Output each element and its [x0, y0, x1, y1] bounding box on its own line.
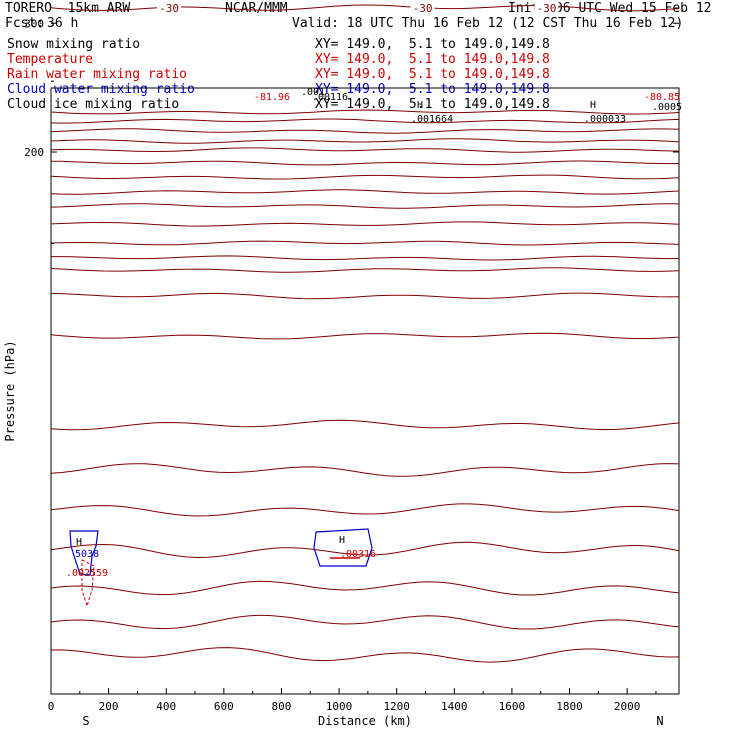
isotherm-mid [50, 580, 680, 596]
isotherm-upper [50, 138, 680, 144]
isotherm-upper [50, 160, 680, 166]
isotherm-upper [51, 255, 680, 261]
field-xy-snow: XY= 149.0, 5.1 to 149.0,149.8 [315, 37, 550, 52]
x-tick-label: 1000 [326, 700, 353, 713]
x-tick-label: 600 [214, 700, 234, 713]
x-end-label-north: N [656, 714, 663, 728]
cloud-ice-label: .001664 [411, 114, 453, 125]
isotherm-upper [50, 267, 680, 273]
isotherm-mid [50, 332, 680, 340]
isotherm-upper [50, 147, 680, 153]
x-end-label-south: S [82, 714, 89, 728]
cloud-water-label: 5038 [75, 549, 99, 560]
model-title: TORERO 15km ARW [5, 1, 131, 16]
high-mark: H [76, 537, 82, 548]
field-name-snow: Snow mixing ratio [7, 37, 141, 52]
x-tick-label: 1200 [383, 700, 410, 713]
x-tick-label: 200 [99, 700, 119, 713]
isotherm-upper [50, 203, 680, 209]
high-mark: H [339, 535, 345, 546]
isotherm-upper [50, 174, 680, 180]
isotherm-upper [50, 109, 680, 115]
cloud-water-contour [313, 528, 373, 567]
rain-water-label: .002559 [66, 568, 108, 579]
isotherm-mid [50, 503, 680, 517]
cloud-ice-label: .0005 [652, 102, 682, 113]
isotherm-label-bg [534, 1, 559, 14]
x-axis-label: Distance (km) [318, 714, 412, 728]
isotherm-label: -30 [537, 2, 557, 15]
isotherm-minus30 [50, 4, 680, 12]
x-tick-label: 400 [156, 700, 176, 713]
isotherm-upper [50, 189, 680, 195]
plot-frame [50, 87, 680, 695]
isotherm-upper [50, 221, 680, 227]
field-name-cloud-water: Cloud water mixing ratio [7, 82, 195, 97]
isotherm-mid [50, 614, 680, 630]
x-tick-label: 800 [272, 700, 292, 713]
high-mark: H [417, 100, 423, 111]
cloud-ice-label: .000033 [584, 114, 626, 125]
field-xy-cloud-ice: XY= 149.0, 5.1 to 149.0,149.8 [315, 97, 550, 112]
cloud-ice-label: .001 [301, 87, 325, 98]
rain-water-contour [81, 559, 95, 608]
isotherm-upper [50, 128, 680, 134]
temperature-contours: -30-30-30-20-20-20-10-10-100001010102020… [50, 1, 680, 663]
x-tick-label: 1600 [499, 700, 526, 713]
x-tick-label: 1400 [441, 700, 468, 713]
isotherm-label: -30 [159, 2, 179, 15]
field-name-temperature: Temperature [7, 52, 94, 67]
temp-min-label: -81.96 [254, 92, 290, 103]
rain-water-label: .00316 [340, 549, 376, 560]
x-tick-label: 1800 [556, 700, 583, 713]
y-tick-label: 200 [24, 146, 44, 159]
field-name-cloud-ice: Cloud ice mixing ratio [7, 97, 180, 112]
isotherm-label-bg [157, 1, 182, 14]
center-label: NCAR/MMM [225, 1, 288, 16]
x-tick-label: 2000 [614, 700, 641, 713]
field-xy-temperature: XY= 149.0, 5.1 to 149.0,149.8 [315, 52, 550, 67]
field-name-rain: Rain water mixing ratio [7, 67, 188, 82]
isotherm-upper [50, 240, 680, 246]
valid-time: Valid: 18 UTC Thu 16 Feb 12 (12 CST Thu … [292, 16, 684, 31]
isotherm-mid [50, 647, 680, 663]
isotherm-label-bg [410, 1, 435, 14]
field-xy-rain: XY= 149.0, 5.1 to 149.0,149.8 [315, 67, 550, 82]
isotherm-label: -30 [413, 2, 433, 15]
y-tick-label: 300 [24, 17, 44, 30]
isotherm-mid [50, 541, 680, 559]
forecast-label: Fcst: [5, 16, 45, 31]
axes: 0 200 400 600 800 1000 1200 1400 1600 1800 2000 200… [24, 17, 679, 713]
cloud-ice-label: .00116 [312, 92, 348, 103]
cloud-water-contour [69, 530, 99, 576]
isotherm-upper [50, 118, 680, 124]
field-xy-cloud-water: XY= 149.0, 5.1 to 149.0,149.8 [315, 82, 550, 97]
high-mark: H [590, 100, 596, 111]
x-tick-label: 0 [48, 700, 55, 713]
isotherm-mid [50, 419, 680, 431]
hydrometeor-contours: -81.96 -80.85.001664.000033.0005.00116.00… [66, 87, 682, 608]
isotherm-mid [50, 292, 680, 300]
temp-max-label: -80.85 [644, 92, 680, 103]
isotherm-mid [50, 463, 680, 477]
y-axis-label: Pressure (hPa) [3, 340, 17, 441]
